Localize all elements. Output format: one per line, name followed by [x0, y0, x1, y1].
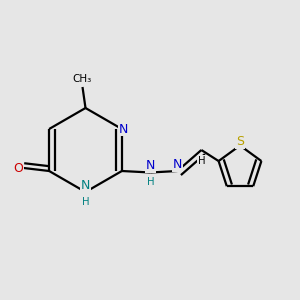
Text: N: N: [146, 159, 155, 172]
Text: H: H: [147, 177, 154, 188]
Text: S: S: [236, 135, 244, 148]
Text: CH₃: CH₃: [73, 74, 92, 84]
Text: N: N: [119, 122, 128, 136]
Text: N: N: [81, 179, 90, 192]
Text: O: O: [13, 161, 23, 175]
Text: N: N: [173, 158, 182, 171]
Text: H: H: [82, 197, 89, 207]
Text: H: H: [198, 155, 205, 166]
